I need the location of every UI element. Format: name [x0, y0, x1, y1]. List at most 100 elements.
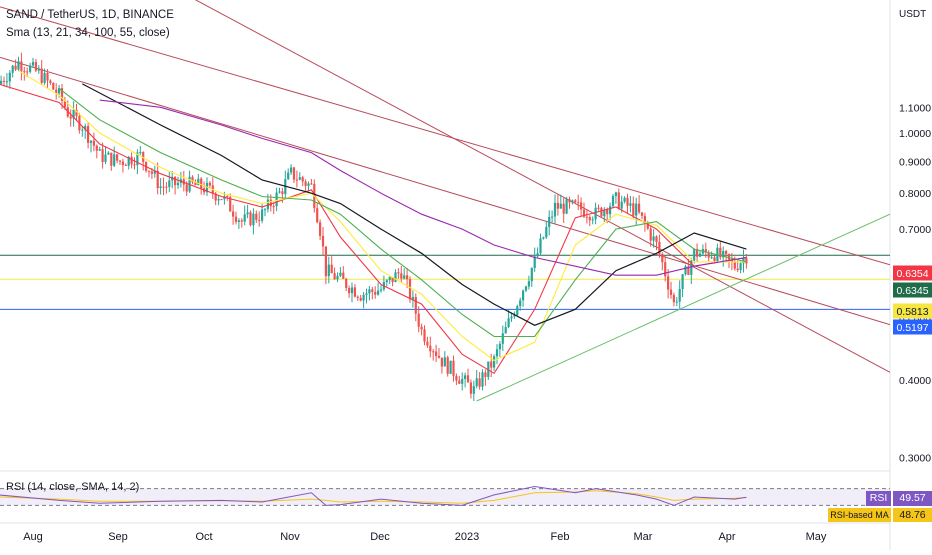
candle-body [522, 290, 525, 301]
candle-body [472, 386, 475, 394]
y-tick-label: 0.3000 [899, 453, 931, 465]
candle-body [310, 183, 313, 185]
candle-body [423, 329, 426, 342]
candle-body [104, 154, 107, 162]
candle-body [263, 209, 267, 211]
candle-body [348, 288, 351, 294]
rsi-value-badge: 49.57 [893, 491, 932, 506]
candle-body [742, 257, 745, 264]
candle-body [698, 253, 702, 257]
price-label-text: 0.5813 [896, 306, 928, 318]
candle-body [330, 264, 333, 274]
candle-body [533, 256, 536, 268]
candle-body [107, 152, 110, 155]
candle-body [655, 236, 658, 242]
candle-body [545, 226, 548, 238]
x-tick-label: 2023 [455, 531, 479, 543]
candle-body [174, 176, 177, 186]
candle-body [87, 126, 90, 143]
x-tick-label: Feb [551, 531, 570, 543]
ma-line-sma-21 [18, 70, 747, 362]
candle-body [403, 275, 406, 279]
rsi-ma-value-badge: 48.76 [893, 508, 932, 522]
candle-body [585, 216, 588, 218]
candle-body [162, 186, 165, 188]
candle-body [81, 129, 84, 131]
x-tick-label: Aug [23, 531, 43, 543]
candle-body [510, 316, 513, 319]
candle-body [406, 275, 409, 280]
candle-body [290, 167, 293, 173]
candle-body [333, 273, 336, 280]
candle-body [609, 206, 612, 215]
candle-body [214, 193, 217, 201]
candle-body [588, 217, 591, 221]
sma-legend[interactable]: Sma (13, 21, 34, 100, 55, close) [6, 27, 170, 39]
candle-body [356, 296, 359, 298]
candle-body [89, 140, 93, 143]
candle-body [327, 264, 330, 277]
candle-body [446, 357, 449, 374]
candle-body [194, 182, 197, 186]
candle-body [513, 315, 516, 317]
candle-body [130, 156, 133, 165]
candle-body [0, 80, 3, 84]
candle-body [704, 249, 707, 253]
candle-body [345, 278, 348, 289]
candle-body [159, 186, 162, 189]
candle-body [304, 181, 307, 186]
candle-body [136, 152, 139, 166]
candle-body [458, 380, 461, 384]
candle-body [377, 290, 380, 295]
candle-body [478, 378, 481, 387]
candle-body [98, 149, 101, 151]
candle-body [623, 197, 626, 202]
rsi-label-badge: RSI [866, 491, 891, 506]
price-label-text: 0.5197 [896, 322, 928, 334]
rsi-legend[interactable]: RSI (14, close, SMA, 14, 2) [6, 481, 140, 493]
candle-body [580, 202, 583, 210]
y-tick-label: 0.9000 [899, 156, 931, 168]
candle-body [342, 272, 345, 279]
candle-body [359, 297, 362, 301]
x-tick-label: Apr [718, 531, 735, 543]
candle-body [316, 208, 319, 223]
candle-body [469, 382, 472, 394]
y-tick-label: 0.4000 [899, 375, 931, 387]
candle-body [649, 228, 652, 241]
candle-body [49, 80, 52, 84]
price-label-badge [893, 282, 932, 298]
candle-body [176, 182, 180, 186]
candle-body [507, 318, 510, 328]
candle-body [600, 207, 603, 217]
trendline-middle-channel [0, 56, 890, 326]
candle-body [240, 220, 243, 222]
candle-body [635, 203, 638, 216]
candle-body [232, 211, 235, 217]
candle-body [301, 177, 304, 182]
candle-body [275, 192, 278, 207]
candle-body [319, 222, 322, 236]
candle-body [687, 266, 690, 275]
candle-body [58, 88, 61, 94]
candle-body [229, 197, 232, 212]
candle-body [594, 207, 597, 220]
candle-body [287, 172, 290, 180]
candle-body [298, 177, 301, 180]
candle-body [632, 203, 635, 216]
candle-body [597, 207, 600, 209]
candle-body [37, 68, 40, 71]
candles [0, 52, 748, 402]
x-tick-label: May [806, 531, 827, 543]
candle-body [266, 199, 269, 210]
candle-body [101, 149, 104, 162]
candle-body [350, 287, 354, 294]
candle-body [719, 247, 722, 258]
candle-body [504, 327, 507, 334]
candle-body [400, 273, 403, 279]
candle-body [643, 215, 646, 224]
symbol-legend[interactable]: SAND / TetherUS, 1D, BINANCE [6, 9, 174, 21]
candle-body [339, 272, 342, 276]
candle-body [208, 182, 211, 186]
